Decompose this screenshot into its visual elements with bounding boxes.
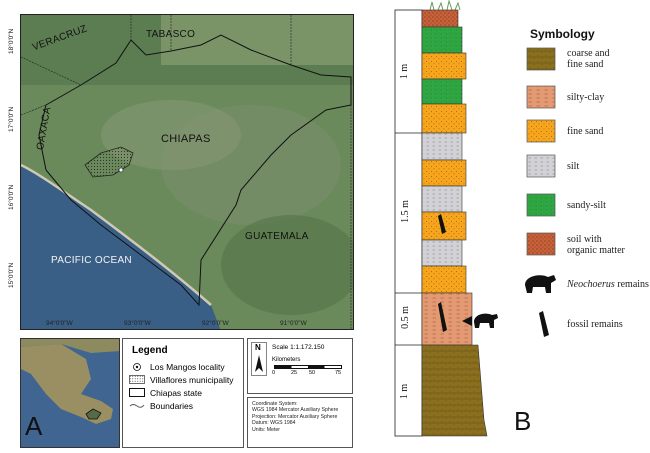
lon-tick-93: 93°0'0"W: [124, 320, 151, 327]
thickness-label-1m-top: 1 m: [399, 63, 411, 80]
legend-label-state: Chiapas state: [150, 387, 202, 398]
layer-coarse-fine-sand: [421, 344, 488, 437]
thickness-label-1-5m: 1.5 m: [399, 200, 411, 223]
symbology-label-sandy-silt: sandy-silt: [567, 200, 606, 211]
locality-point-icon: [128, 362, 146, 372]
arrow-left-icon: [462, 316, 472, 326]
swatch-silty-clay: [526, 85, 556, 109]
layer-fine-sand-5: [421, 265, 467, 294]
legend-item-boundaries: Boundaries: [128, 399, 238, 412]
symbology-label-coarse-line2: fine sand: [567, 59, 604, 70]
scale-tick-50: 50: [309, 370, 316, 376]
legend-item-locality: Los Mangos locality: [128, 360, 238, 373]
coord-line-1: Coordinate System:: [252, 401, 298, 407]
symbology-label-fine-sand: fine sand: [567, 126, 604, 137]
legend-label-locality: Los Mangos locality: [150, 361, 225, 372]
symbology-label-coarse: coarse and fine sand: [567, 48, 609, 70]
symbology-label-coarse-line1: coarse and: [567, 48, 610, 59]
swatch-soil-organic: [526, 232, 556, 256]
satellite-map-graphic: [21, 15, 353, 329]
layer-silty-clay: [421, 292, 473, 346]
swatch-silt: [526, 154, 556, 178]
swatch-coarse-fine-sand: [526, 47, 556, 71]
fossil-bone-icon: [438, 302, 447, 332]
panel-a-map-figure: TABASCO VERACRUZ OAXACA CHIAPAS GUATEMAL…: [8, 14, 354, 448]
layer-fine-sand-3: [421, 159, 467, 187]
symbology-label-neochoerus: Neochoerus remains: [567, 279, 649, 290]
outline-box-icon: [128, 388, 146, 398]
panel-b-letter: B: [514, 406, 532, 436]
inset-map-graphic: [21, 339, 119, 447]
scale-tick-0: 0: [272, 370, 276, 376]
lon-tick-94: 94°0'0"W: [46, 320, 73, 327]
symbology-label-soil: soil with organic matter: [567, 234, 625, 256]
thickness-label-1m-bottom: 1 m: [399, 383, 411, 400]
coord-line-5: Units: Meter: [252, 426, 280, 433]
scale-box: N Scale 1:1.172.150 Kilometers 0 25 50 7…: [247, 338, 353, 394]
layer-silt-1: [421, 132, 463, 161]
layer-soil: [421, 9, 459, 28]
capybara-icon: [474, 313, 498, 328]
chiapas-map: TABASCO VERACRUZ OAXACA CHIAPAS GUATEMAL…: [20, 14, 354, 330]
swatch-fine-sand: [526, 119, 556, 143]
symbology-label-silt: silt: [567, 161, 580, 172]
scale-tick-75: 75: [335, 370, 342, 376]
swatch-sandy-silt: [526, 193, 556, 217]
layer-fine-sand-1: [421, 52, 467, 80]
map-legend: Legend Los Mangos locality Villaflores m…: [122, 338, 244, 448]
coord-line-4: Datum: WGS 1984: [252, 420, 296, 427]
thickness-scale-bar: [394, 9, 423, 437]
coord-line-2: WGS 1984 Mercator Auxiliary Sphere: [252, 407, 339, 414]
boundary-line-icon: [128, 401, 146, 411]
grass-icon: [429, 0, 461, 11]
legend-label-boundaries: Boundaries: [150, 400, 194, 411]
inset-map-mexico: A: [20, 338, 120, 448]
dotted-area-icon: [128, 375, 146, 385]
scale-tick-25: 25: [291, 370, 298, 376]
label-chiapas: CHIAPAS: [161, 133, 211, 145]
symbology-label-silty-clay: silty-clay: [567, 92, 605, 103]
legend-item-state: Chiapas state: [128, 386, 238, 399]
symbology-label-fossil: fossil remains: [567, 319, 623, 330]
north-arrow-icon: [251, 342, 267, 376]
scale-units: Kilometers: [272, 357, 301, 363]
lon-tick-92: 92°0'0"W: [202, 320, 229, 327]
layer-sandy-silt-2: [421, 78, 463, 105]
label-tabasco: TABASCO: [146, 29, 196, 40]
fossil-bone-icon: [438, 214, 446, 234]
fossil-legend-icon: [539, 311, 549, 337]
neochoerus-legend-icon: [525, 275, 556, 293]
symbology-title: Symbology: [530, 27, 595, 41]
neochoerus-rest: remains: [614, 279, 649, 290]
legend-item-municipality: Villaflores municipality: [128, 373, 238, 386]
panel-a-letter: A: [25, 411, 43, 441]
coord-line-3: Projection: Mercator Auxiliary Sphere: [252, 413, 338, 420]
layer-silt-2: [421, 185, 463, 213]
north-label: N: [255, 343, 261, 352]
layer-sandy-silt-1: [421, 26, 463, 54]
legend-title: Legend: [132, 345, 168, 356]
lon-tick-91: 91°0'0"W: [280, 320, 307, 327]
label-guatemala: GUATEMALA: [245, 231, 309, 242]
scale-ratio: Scale 1:1.172.150: [272, 344, 325, 351]
symbology-label-soil-line1: soil with: [567, 234, 602, 245]
label-pacific-ocean: PACIFIC OCEAN: [51, 255, 132, 266]
thickness-label-0-5m: 0.5 m: [399, 306, 411, 329]
symbology-label-soil-line2: organic matter: [567, 245, 625, 256]
layer-silt-3: [421, 239, 463, 267]
legend-label-municipality: Villaflores municipality: [150, 374, 234, 385]
neochoerus-italic: Neochoerus: [567, 279, 615, 290]
coordinate-system-box: Coordinate System: WGS 1984 Mercator Aux…: [247, 397, 353, 448]
layer-fine-sand-2: [421, 103, 467, 134]
scale-bar: [274, 365, 342, 369]
